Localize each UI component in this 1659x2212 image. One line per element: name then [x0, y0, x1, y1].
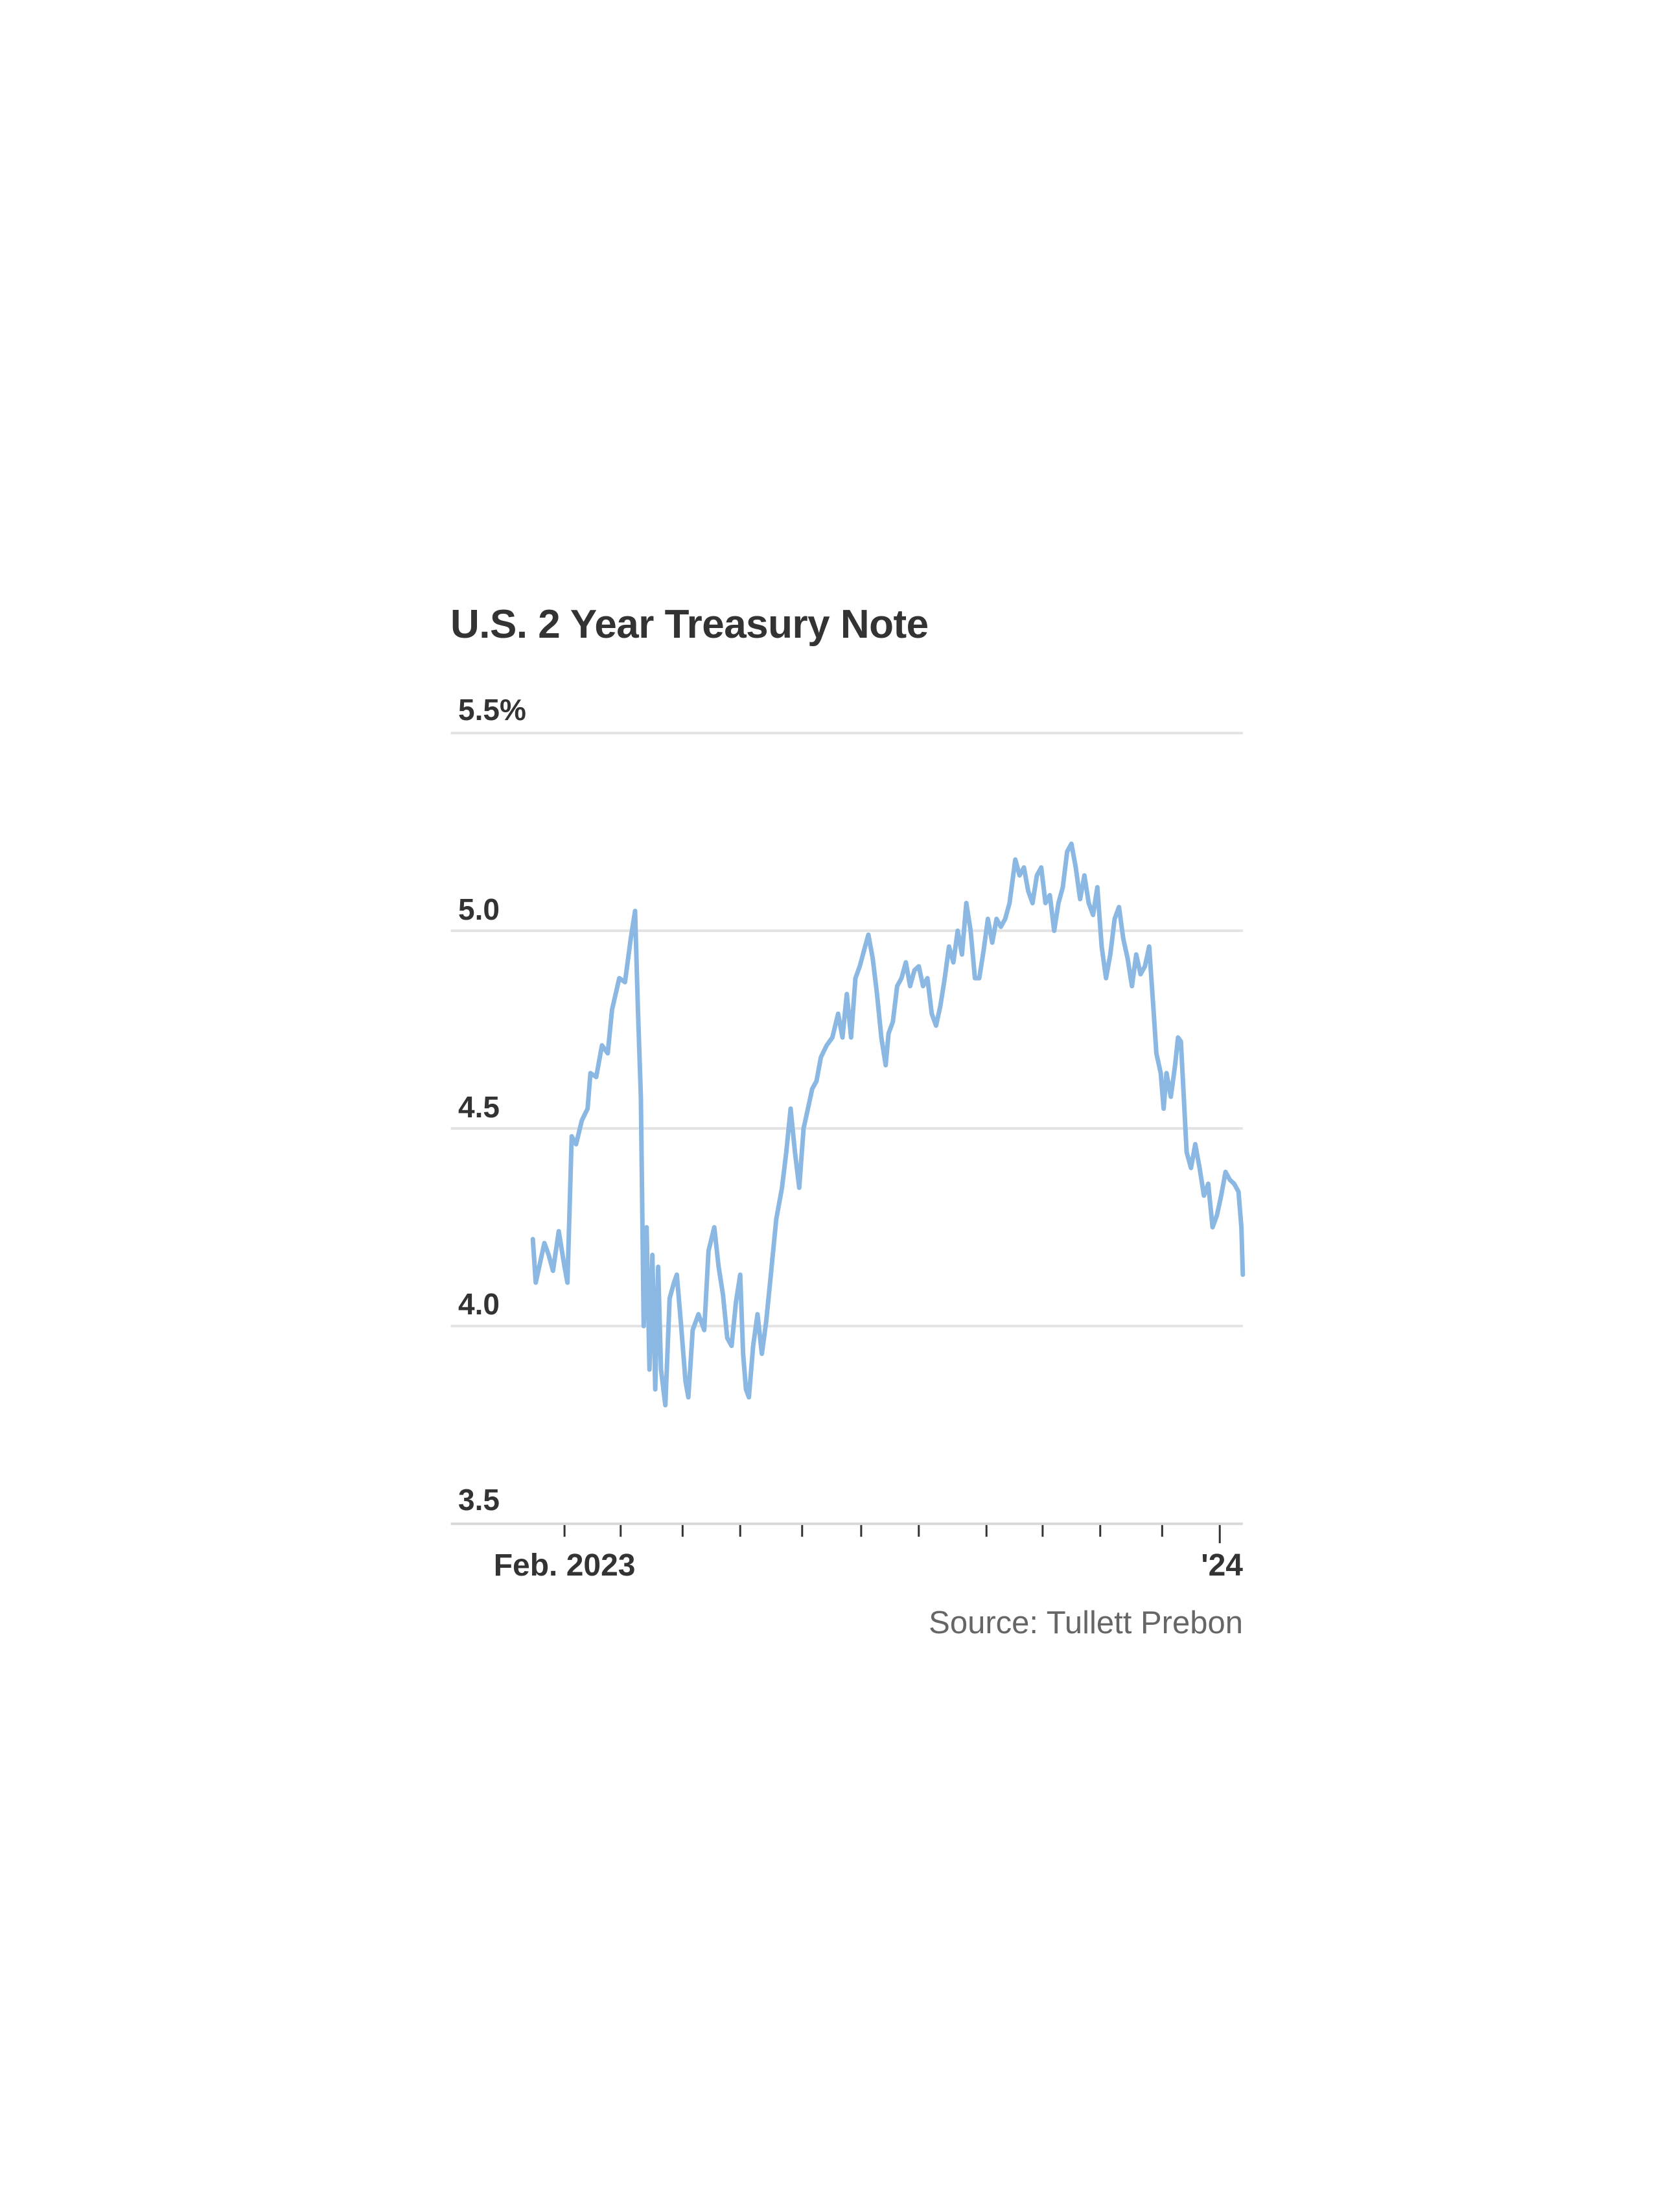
yield-line [530, 841, 1246, 1408]
x-axis-label-feb-2023: Feb. 2023 [493, 1548, 636, 1583]
source-note: Source: Tullett Prebon [929, 1605, 1243, 1640]
gridlines [450, 732, 1243, 1526]
y-axis-label-4-0: 4.0 [458, 1287, 500, 1321]
x-axis-ticks [563, 1525, 1221, 1544]
x-axis-label-24: '24 [1201, 1548, 1243, 1583]
y-axis-label-3-5: 3.5 [458, 1483, 500, 1517]
y-axis-label-5-5: 5.5% [458, 693, 526, 727]
y-axis-label-5-0: 5.0 [458, 892, 500, 926]
chart-title: U.S. 2 Year Treasury Note [450, 602, 929, 647]
y-axis-label-4-5: 4.5 [458, 1090, 500, 1124]
